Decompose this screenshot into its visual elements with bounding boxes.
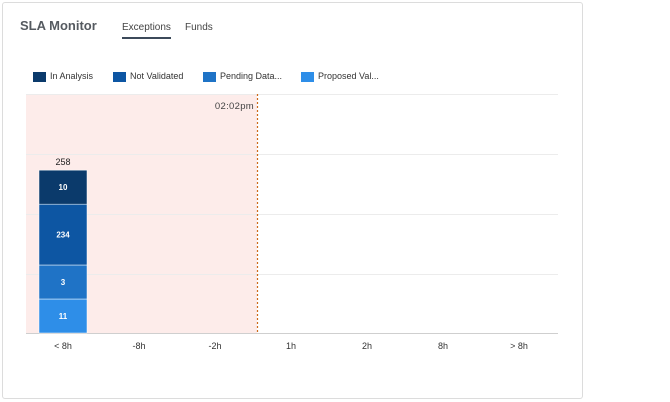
tab-exceptions[interactable]: Exceptions xyxy=(122,22,171,39)
legend-swatch xyxy=(113,72,126,82)
legend-swatch xyxy=(203,72,216,82)
legend-label: Not Validated xyxy=(130,71,184,81)
legend-label: Pending Data... xyxy=(220,71,283,81)
legend-swatch xyxy=(33,72,46,82)
legend-swatch xyxy=(301,72,314,82)
widget-title: SLA Monitor xyxy=(20,18,97,33)
legend-label: Proposed Val... xyxy=(318,71,379,81)
sla-monitor-card: SLA Monitor Exceptions Funds In Analysis… xyxy=(2,2,583,399)
legend-label: In Analysis xyxy=(50,71,94,81)
tab-funds[interactable]: Funds xyxy=(185,22,213,33)
